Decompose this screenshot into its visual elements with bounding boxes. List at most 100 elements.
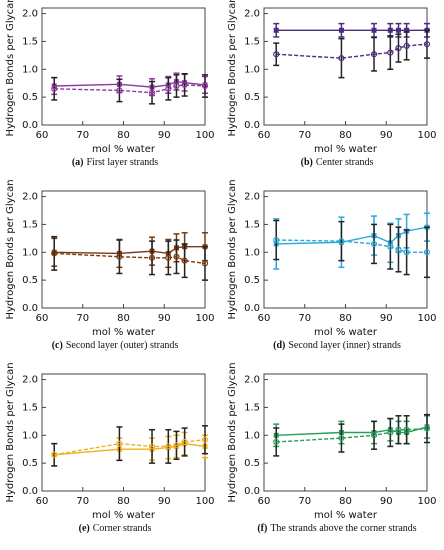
- y-axis-label: Hydrogen Bonds per Glycan: [227, 179, 238, 319]
- series-line: [54, 84, 206, 94]
- x-tick-label: 60: [36, 130, 49, 141]
- x-tick-label: 80: [117, 313, 130, 324]
- error-bar: [424, 413, 430, 444]
- series-line: [276, 427, 428, 443]
- y-tick-label: 0.5: [22, 275, 38, 286]
- y-tick-label: 2.0: [22, 9, 38, 20]
- marker: [404, 27, 410, 33]
- marker: [273, 236, 280, 244]
- marker: [338, 55, 345, 62]
- x-tick-label: 90: [158, 496, 171, 507]
- marker: [181, 438, 188, 446]
- marker: [387, 429, 394, 436]
- series-line: [54, 439, 206, 456]
- x-axis-label: mol % water: [92, 510, 156, 521]
- y-tick-label: 1.5: [244, 402, 260, 413]
- marker: [395, 426, 402, 433]
- error-bar: [116, 239, 123, 275]
- caption-text: Corner strands: [93, 523, 152, 534]
- caption-label: (a): [72, 157, 84, 168]
- x-tick-label: 100: [195, 130, 214, 141]
- plot-frame: [263, 190, 428, 309]
- marker: [387, 27, 393, 33]
- marker: [338, 238, 345, 245]
- y-tick-label: 0.5: [22, 458, 38, 469]
- marker: [116, 87, 123, 94]
- marker: [201, 260, 209, 267]
- y-tick-label: 0.0: [244, 486, 260, 497]
- x-tick-label: 70: [76, 130, 89, 141]
- series-line: [54, 252, 206, 265]
- marker: [51, 250, 58, 257]
- caption: (b) Center strands: [301, 157, 374, 168]
- x-tick-label: 70: [76, 313, 89, 324]
- x-tick-label: 100: [417, 313, 436, 324]
- y-tick-label: 1.0: [22, 64, 38, 75]
- marker: [165, 443, 172, 450]
- caption-text: The strands above the corner strands: [270, 523, 416, 534]
- x-tick-label: 70: [76, 496, 89, 507]
- y-tick-label: 1.0: [244, 64, 260, 75]
- series-line: [276, 239, 427, 253]
- y-tick-label: 0.5: [244, 92, 260, 103]
- x-axis-label: mol % water: [92, 327, 156, 338]
- marker: [338, 434, 345, 442]
- marker: [181, 257, 188, 264]
- marker: [273, 438, 280, 446]
- caption: (f) The strands above the corner strands: [257, 523, 416, 534]
- y-tick-label: 0.0: [22, 303, 38, 314]
- y-tick-label: 1.5: [22, 36, 38, 47]
- marker: [395, 27, 401, 33]
- marker: [148, 89, 156, 96]
- marker: [395, 45, 402, 52]
- y-tick-label: 1.5: [22, 219, 38, 230]
- panel: 0.0 0.5 1.0 1.5 2.0 60 70 80 90 100 mol % water Hyd…: [227, 362, 437, 534]
- marker: [116, 253, 123, 260]
- x-tick-label: 70: [298, 313, 311, 324]
- x-tick-label: 60: [258, 313, 271, 324]
- caption: (e) Corner strands: [79, 523, 152, 534]
- x-tick-label: 100: [195, 496, 214, 507]
- caption-label: (d): [273, 340, 285, 351]
- y-axis-label: Hydrogen Bonds per Glycan: [5, 0, 16, 137]
- caption-label: (e): [79, 523, 90, 534]
- y-tick-label: 2.0: [244, 375, 260, 386]
- caption-label: (c): [52, 340, 63, 351]
- y-tick-label: 1.0: [244, 430, 260, 441]
- marker: [423, 425, 431, 432]
- y-tick-label: 0.5: [22, 92, 38, 103]
- marker: [173, 442, 180, 449]
- marker: [423, 41, 431, 48]
- marker: [403, 426, 410, 433]
- marker: [51, 85, 58, 92]
- x-axis-label: mol % water: [314, 144, 378, 155]
- marker: [403, 42, 410, 49]
- x-tick-label: 80: [117, 130, 130, 141]
- caption: (c) Second layer (outer) strands: [52, 340, 179, 351]
- x-tick-label: 90: [380, 496, 393, 507]
- x-tick-label: 100: [417, 130, 436, 141]
- x-axis-label: mol % water: [92, 144, 156, 155]
- error-bar: [338, 220, 345, 262]
- marker: [181, 81, 188, 88]
- marker: [273, 27, 279, 33]
- marker: [371, 27, 377, 33]
- marker: [173, 82, 180, 90]
- marker: [395, 246, 402, 253]
- x-tick-label: 60: [36, 313, 49, 324]
- marker: [51, 451, 58, 458]
- y-axis-label: Hydrogen Bonds per Glycan: [227, 0, 238, 137]
- y-tick-label: 0.0: [22, 120, 38, 131]
- error-bar: [338, 423, 345, 453]
- x-tick-label: 100: [417, 496, 436, 507]
- y-tick-label: 0.5: [244, 275, 260, 286]
- marker: [273, 51, 280, 58]
- x-tick-label: 80: [117, 496, 130, 507]
- error-bar: [181, 243, 188, 279]
- x-tick-label: 60: [258, 130, 271, 141]
- x-tick-label: 90: [158, 313, 171, 324]
- y-tick-label: 1.5: [244, 36, 260, 47]
- plot-frame: [41, 190, 206, 309]
- marker: [201, 436, 209, 443]
